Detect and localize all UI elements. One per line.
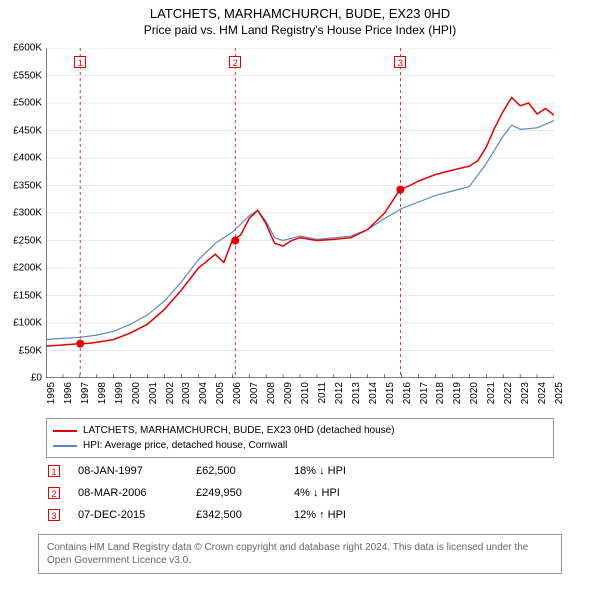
chart-title: LATCHETS, MARHAMCHURCH, BUDE, EX23 0HD bbox=[0, 6, 600, 21]
x-tick-label: 2020 bbox=[469, 382, 480, 404]
event-date: 08-MAR-2006 bbox=[78, 487, 178, 499]
event-marker-box: 3 bbox=[394, 56, 406, 68]
x-tick-label: 2001 bbox=[148, 382, 159, 404]
x-tick-label: 1999 bbox=[114, 382, 125, 404]
event-number-box: 3 bbox=[48, 509, 60, 521]
x-tick-label: 2024 bbox=[537, 382, 548, 404]
x-axis: 1995 1996 1997 1998 1999 2000 2001 2002 2003 2004… bbox=[46, 378, 554, 418]
y-tick-label: £100K bbox=[13, 318, 42, 329]
x-tick-label: 2021 bbox=[486, 382, 497, 404]
legend-label: HPI: Average price, detached house, Corn… bbox=[83, 440, 287, 451]
event-date: 08-JAN-1997 bbox=[78, 465, 178, 477]
event-price: £342,500 bbox=[196, 509, 276, 521]
event-row: 1 08-JAN-1997 £62,500 18% ↓ HPI bbox=[46, 460, 554, 482]
x-tick-label: 2006 bbox=[232, 382, 243, 404]
y-tick-label: £500K bbox=[13, 98, 42, 109]
chart-svg bbox=[46, 48, 554, 378]
y-tick-label: £150K bbox=[13, 290, 42, 301]
y-tick-label: £200K bbox=[13, 263, 42, 274]
event-row: 2 08-MAR-2006 £249,950 4% ↓ HPI bbox=[46, 482, 554, 504]
y-tick-label: £250K bbox=[13, 235, 42, 246]
chart-container: LATCHETS, MARHAMCHURCH, BUDE, EX23 0HD P… bbox=[0, 0, 600, 590]
y-tick-label: £350K bbox=[13, 180, 42, 191]
event-row: 3 07-DEC-2015 £342,500 12% ↑ HPI bbox=[46, 504, 554, 526]
x-tick-label: 1996 bbox=[63, 382, 74, 404]
x-tick-label: 2008 bbox=[266, 382, 277, 404]
series-line bbox=[46, 98, 554, 347]
event-number-box: 1 bbox=[48, 465, 60, 477]
event-dot bbox=[76, 340, 84, 348]
legend-label: LATCHETS, MARHAMCHURCH, BUDE, EX23 0HD (… bbox=[83, 425, 395, 436]
x-tick-label: 2025 bbox=[554, 382, 565, 404]
y-tick-label: £450K bbox=[13, 125, 42, 136]
x-tick-label: 2007 bbox=[249, 382, 260, 404]
titles: LATCHETS, MARHAMCHURCH, BUDE, EX23 0HD P… bbox=[0, 0, 600, 37]
x-tick-label: 2009 bbox=[283, 382, 294, 404]
x-tick-label: 2000 bbox=[131, 382, 142, 404]
x-tick-label: 2012 bbox=[334, 382, 345, 404]
x-tick-label: 2015 bbox=[385, 382, 396, 404]
event-marker-box: 1 bbox=[74, 56, 86, 68]
x-tick-label: 2023 bbox=[520, 382, 531, 404]
x-tick-label: 2022 bbox=[503, 382, 514, 404]
legend-swatch bbox=[53, 430, 77, 432]
x-tick-label: 2010 bbox=[300, 382, 311, 404]
x-tick-label: 2019 bbox=[452, 382, 463, 404]
event-pct: 12% ↑ HPI bbox=[294, 509, 384, 521]
x-tick-label: 1998 bbox=[97, 382, 108, 404]
y-axis: £0£50K£100K£150K£200K£250K£300K£350K£400… bbox=[0, 48, 44, 378]
events-table: 1 08-JAN-1997 £62,500 18% ↓ HPI 2 08-MAR-2006… bbox=[46, 460, 554, 526]
series-line bbox=[46, 121, 554, 340]
event-marker-box: 2 bbox=[229, 56, 241, 68]
legend-swatch bbox=[53, 445, 77, 447]
x-tick-label: 2013 bbox=[351, 382, 362, 404]
y-tick-label: £400K bbox=[13, 153, 42, 164]
y-tick-label: £0 bbox=[31, 373, 42, 384]
event-dot bbox=[231, 237, 239, 245]
x-tick-label: 2004 bbox=[198, 382, 209, 404]
x-tick-label: 1995 bbox=[46, 382, 57, 404]
legend-row: LATCHETS, MARHAMCHURCH, BUDE, EX23 0HD (… bbox=[53, 423, 547, 438]
x-tick-label: 2018 bbox=[435, 382, 446, 404]
x-tick-label: 2016 bbox=[402, 382, 413, 404]
y-tick-label: £300K bbox=[13, 208, 42, 219]
event-number-box: 2 bbox=[48, 487, 60, 499]
legend-row: HPI: Average price, detached house, Corn… bbox=[53, 438, 547, 453]
x-tick-label: 2005 bbox=[215, 382, 226, 404]
event-price: £249,950 bbox=[196, 487, 276, 499]
plot-area: 1 2 3 bbox=[46, 48, 554, 378]
event-pct: 4% ↓ HPI bbox=[294, 487, 384, 499]
y-tick-label: £600K bbox=[13, 43, 42, 54]
x-tick-label: 2017 bbox=[419, 382, 430, 404]
chart-subtitle: Price paid vs. HM Land Registry's House … bbox=[0, 23, 600, 37]
event-pct: 18% ↓ HPI bbox=[294, 465, 384, 477]
y-tick-label: £550K bbox=[13, 70, 42, 81]
y-tick-label: £50K bbox=[19, 345, 42, 356]
legend-box: LATCHETS, MARHAMCHURCH, BUDE, EX23 0HD (… bbox=[46, 418, 554, 458]
footer-note: Contains HM Land Registry data © Crown c… bbox=[38, 534, 562, 574]
event-date: 07-DEC-2015 bbox=[78, 509, 178, 521]
event-price: £62,500 bbox=[196, 465, 276, 477]
x-tick-label: 2014 bbox=[368, 382, 379, 404]
event-dot bbox=[396, 186, 404, 194]
x-tick-label: 2011 bbox=[317, 382, 328, 404]
x-tick-label: 2002 bbox=[165, 382, 176, 404]
x-tick-label: 2003 bbox=[181, 382, 192, 404]
x-tick-label: 1997 bbox=[80, 382, 91, 404]
